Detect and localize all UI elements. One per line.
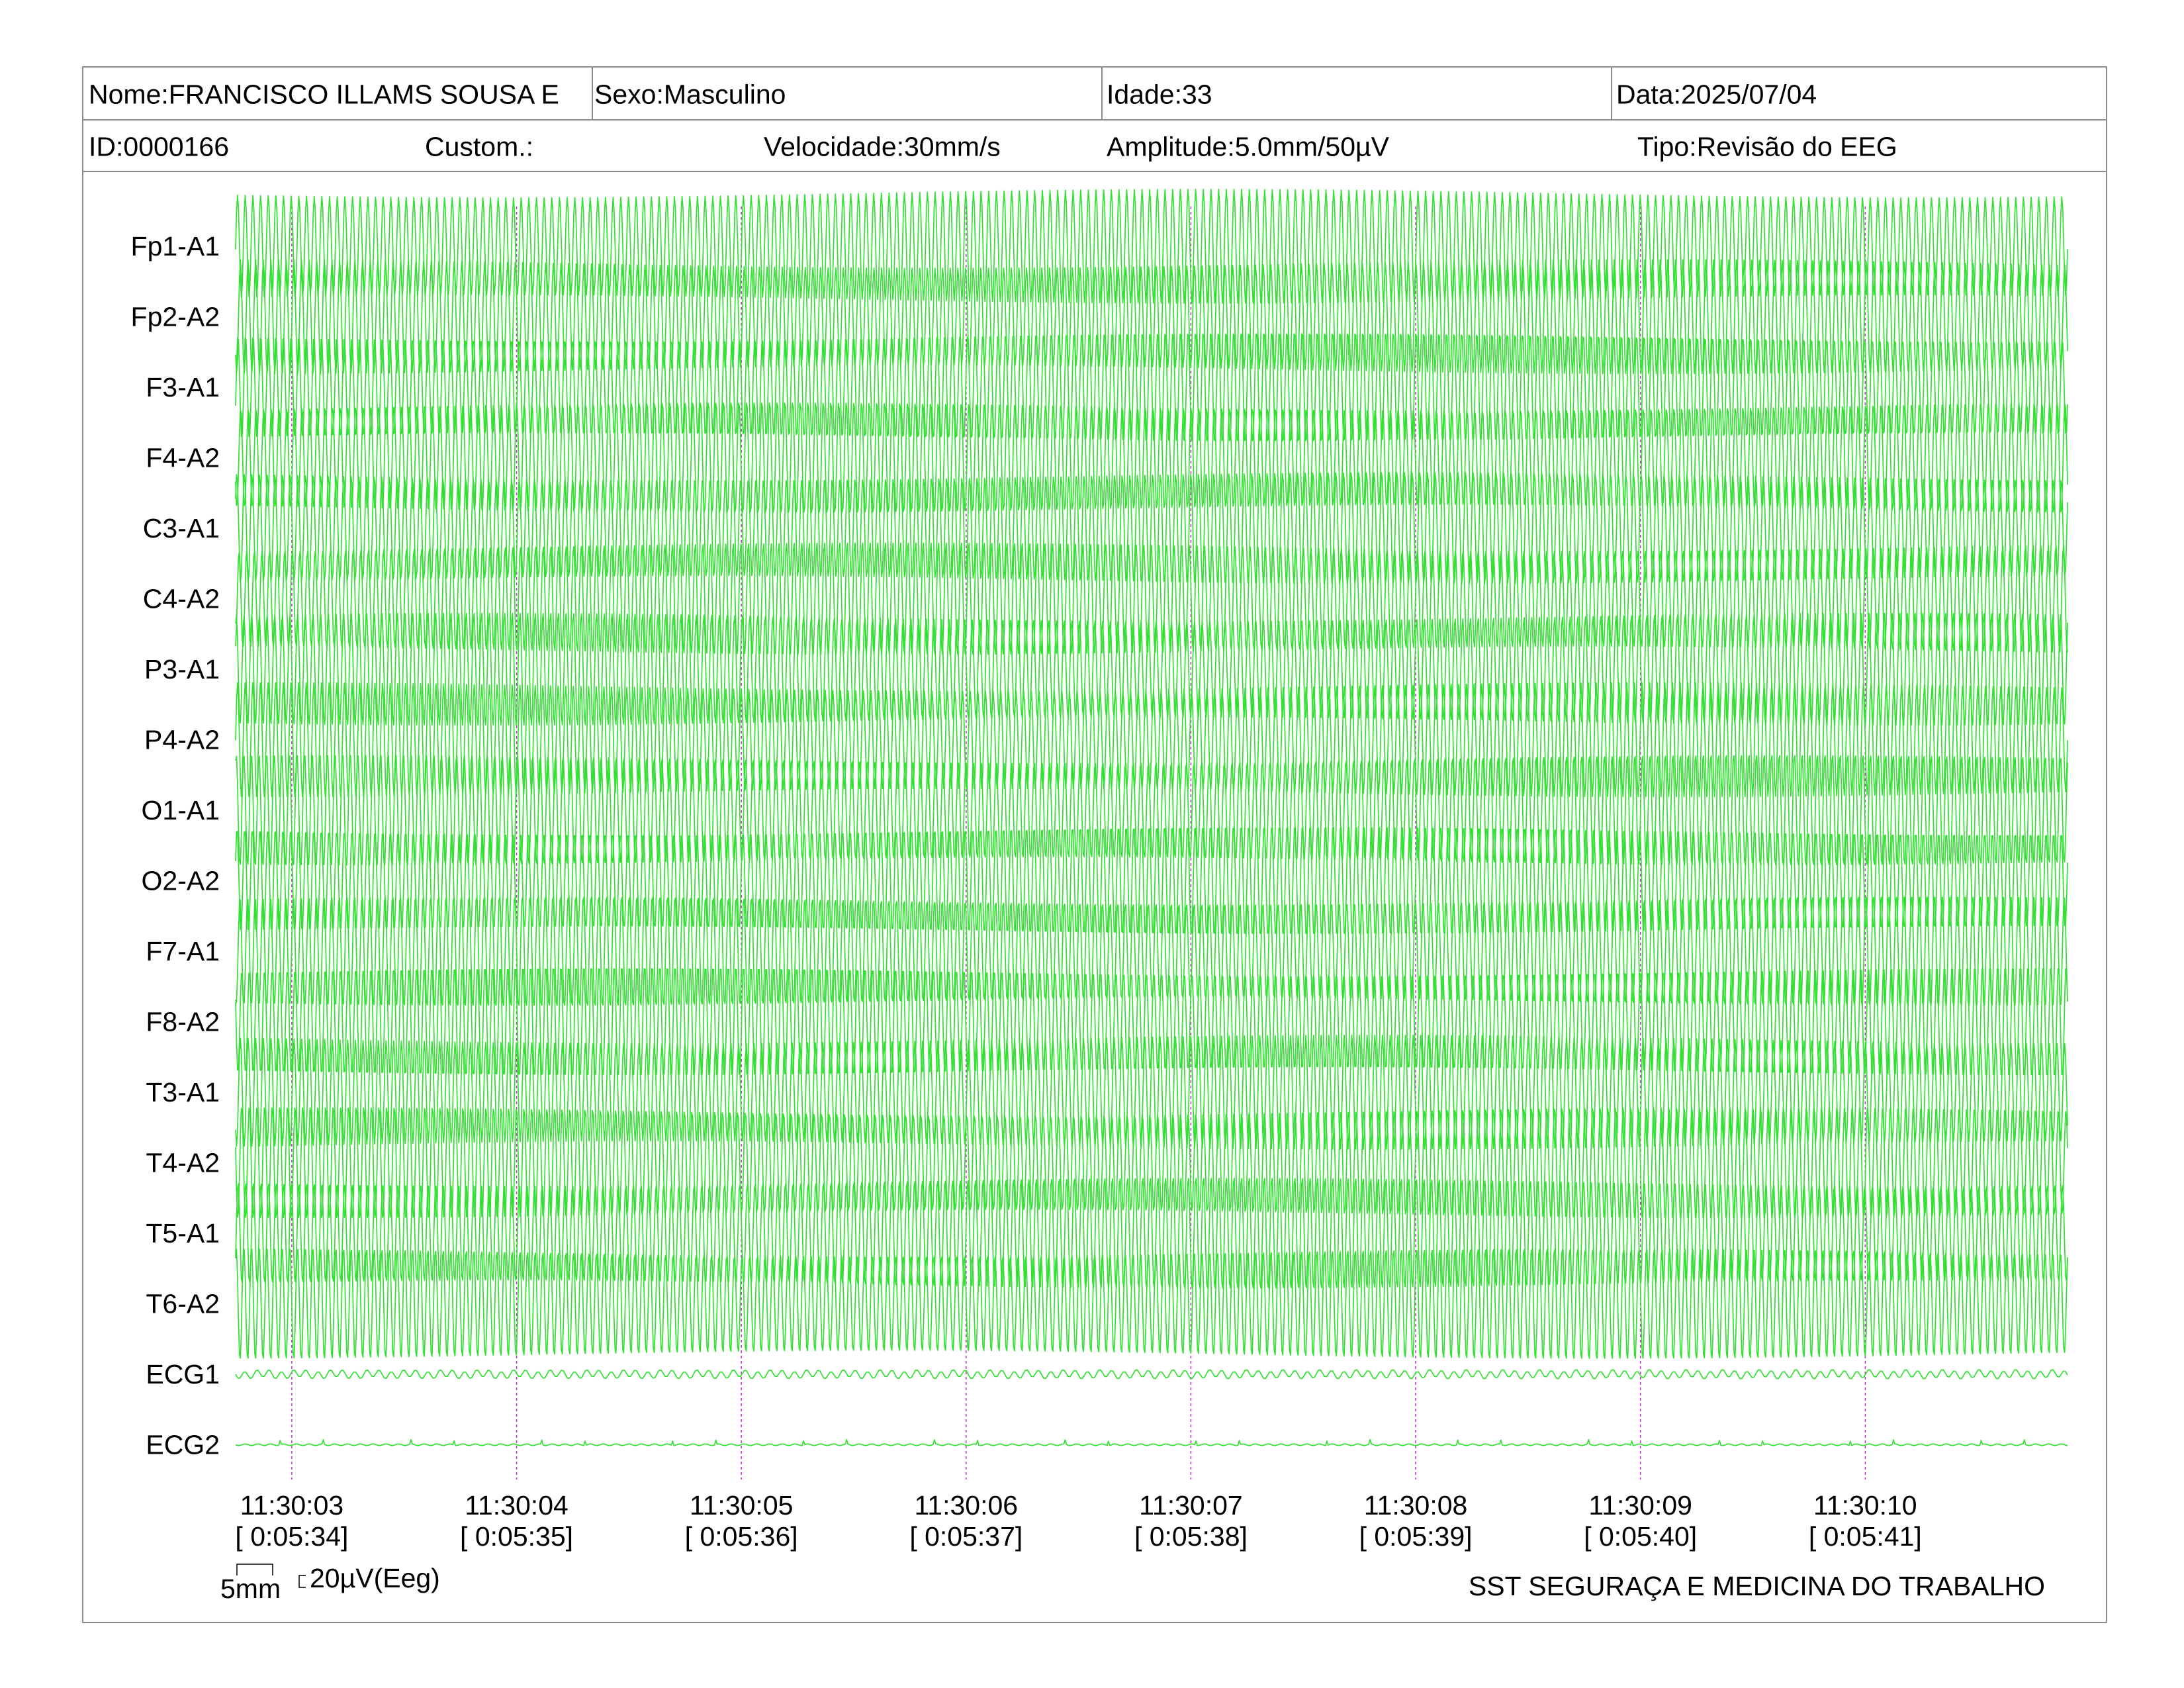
trace-t4-a2 bbox=[235, 1107, 2068, 1219]
sex-cell: Sexo:Masculino bbox=[593, 68, 1103, 119]
trace-c3-a1 bbox=[235, 472, 2068, 585]
channel-label: F7-A1 bbox=[146, 936, 220, 966]
trace-ecg2 bbox=[235, 1438, 2068, 1446]
trace-t6-a2 bbox=[235, 1248, 2068, 1359]
exam-date: Data:2025/07/04 bbox=[1616, 79, 1817, 110]
trace-o2-a2 bbox=[235, 827, 2068, 935]
channel-label: T5-A1 bbox=[146, 1218, 220, 1248]
channel-label: O1-A1 bbox=[142, 795, 220, 825]
patient-name-cell: Nome:FRANCISCO ILLAMS SOUSA E bbox=[83, 68, 593, 119]
tick-time-label: 11:30:08 bbox=[1364, 1490, 1468, 1521]
time-scale-bracket bbox=[236, 1564, 273, 1575]
channel-label: O2-A2 bbox=[142, 866, 220, 896]
time-tick-labels: 11:30:03[ 0:05:34] 11:30:04[ 0:05:35] 11:3… bbox=[235, 1490, 1921, 1552]
tick-time-label: 11:30:06 bbox=[915, 1490, 1019, 1521]
channel-label: Fp2-A2 bbox=[131, 302, 220, 332]
custom-field: Custom.: bbox=[425, 131, 534, 162]
amplitude-scale-bracket bbox=[298, 1575, 306, 1588]
channel-label: T6-A2 bbox=[146, 1289, 220, 1319]
tick-time-label: 11:30:04 bbox=[465, 1490, 569, 1521]
calibration-scale: 5mm 20µV(Eeg) bbox=[220, 1563, 440, 1604]
tick-time-label: 11:30:07 bbox=[1139, 1490, 1243, 1521]
tick-time-label: 11:30:09 bbox=[1588, 1490, 1692, 1521]
date-cell: Data:2025/07/04 bbox=[1612, 68, 2106, 119]
patient-id: ID:0000166 bbox=[89, 131, 230, 162]
trace-ecg1 bbox=[235, 1369, 2068, 1380]
tick-elapsed-label: [ 0:05:41] bbox=[1809, 1521, 1922, 1552]
trace-p4-a2 bbox=[235, 682, 2068, 798]
channel-label: ECG2 bbox=[146, 1430, 220, 1460]
time-scale-label: 5mm bbox=[220, 1573, 281, 1604]
trace-c4-a2 bbox=[235, 542, 2068, 655]
tick-time-label: 11:30:10 bbox=[1813, 1490, 1917, 1521]
channel-label: T4-A2 bbox=[146, 1148, 220, 1178]
tick-elapsed-label: [ 0:05:35] bbox=[460, 1521, 573, 1552]
tick-elapsed-label: [ 0:05:39] bbox=[1359, 1521, 1473, 1552]
exam-type: Tipo:Revisão do EEG bbox=[1637, 131, 1897, 162]
eeg-traces bbox=[235, 189, 2068, 1446]
channel-label: Fp1-A1 bbox=[131, 231, 220, 261]
header-row-2: ID:0000166 Custom.: Velocidade:30mm/s Am… bbox=[83, 120, 2106, 172]
tick-elapsed-label: [ 0:05:36] bbox=[685, 1521, 798, 1552]
age-cell: Idade:33 bbox=[1103, 68, 1612, 119]
channel-label: P4-A2 bbox=[144, 725, 220, 755]
tick-elapsed-label: [ 0:05:37] bbox=[909, 1521, 1023, 1552]
amplitude-scale-label: 20µV(Eeg) bbox=[310, 1563, 440, 1593]
tick-time-label: 11:30:03 bbox=[240, 1490, 344, 1521]
patient-sex: Sexo:Masculino bbox=[594, 79, 786, 110]
channel-labels: Fp1-A1 Fp2-A2 F3-A1 F4-A2 C3-A1 C4-A2 P3-A1 P4-… bbox=[131, 231, 220, 1460]
tick-time-label: 11:30:05 bbox=[690, 1490, 794, 1521]
trace-f3-a1 bbox=[235, 333, 2068, 442]
channel-label: F8-A2 bbox=[146, 1007, 220, 1037]
clinic-name: SST SEGURAÇA E MEDICINA DO TRABALHO bbox=[1469, 1571, 2045, 1601]
trace-t5-a1 bbox=[235, 1178, 2068, 1289]
trace-fp1-a1 bbox=[235, 189, 2068, 304]
tick-elapsed-label: [ 0:05:40] bbox=[1584, 1521, 1697, 1552]
trace-o1-a1 bbox=[235, 755, 2068, 866]
patient-name: Nome:FRANCISCO ILLAMS SOUSA E bbox=[89, 79, 559, 110]
channel-label: F4-A2 bbox=[146, 443, 220, 473]
channel-label: C4-A2 bbox=[143, 584, 220, 614]
channel-label: F3-A1 bbox=[146, 372, 220, 402]
channel-label: C3-A1 bbox=[143, 513, 220, 543]
trace-f8-a2 bbox=[235, 968, 2068, 1076]
trace-p3-a1 bbox=[235, 612, 2068, 726]
amplitude-setting: Amplitude:5.0mm/50µV bbox=[1107, 131, 1389, 162]
channel-label: T3-A1 bbox=[146, 1077, 220, 1107]
tick-elapsed-label: [ 0:05:38] bbox=[1134, 1521, 1248, 1552]
channel-label: ECG1 bbox=[146, 1359, 220, 1389]
header-row-1: Nome:FRANCISCO ILLAMS SOUSA E Sexo:Mascu… bbox=[83, 68, 2106, 120]
report-sheet: Nome:FRANCISCO ILLAMS SOUSA E Sexo:Mascu… bbox=[82, 66, 2107, 1623]
paper-speed: Velocidade:30mm/s bbox=[764, 131, 1001, 162]
channel-label: P3-A1 bbox=[144, 654, 220, 684]
trace-f7-a1 bbox=[235, 896, 2068, 1006]
tick-elapsed-label: [ 0:05:34] bbox=[235, 1521, 348, 1552]
patient-age: Idade:33 bbox=[1107, 79, 1212, 110]
